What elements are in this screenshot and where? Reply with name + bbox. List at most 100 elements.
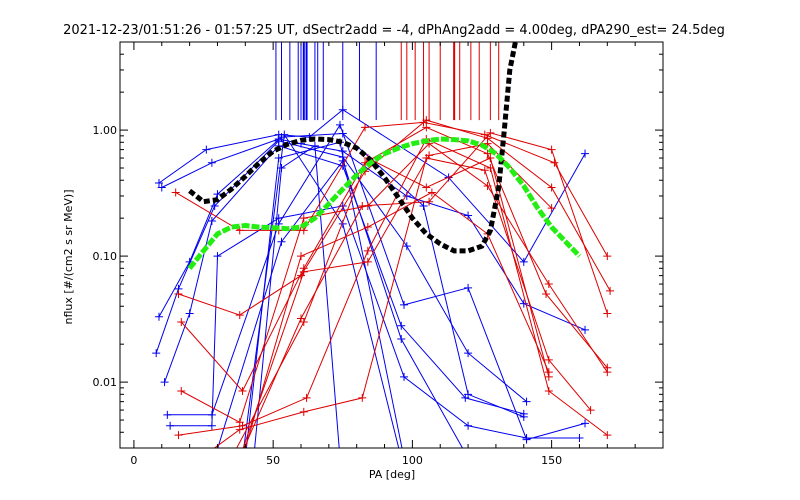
y-tick-label: 0.10 [93, 250, 118, 263]
series-line-blue [254, 144, 340, 448]
data-point-red [236, 454, 244, 462]
data-point-red [544, 355, 553, 364]
data-point-blue [464, 349, 473, 358]
series-line-blue [217, 159, 464, 448]
data-point-red [227, 454, 235, 462]
data-point-blue [419, 201, 428, 210]
data-point-red [174, 290, 183, 299]
data-point-blue [241, 454, 249, 462]
data-point-blue [519, 257, 528, 266]
x-axis-label: PA [deg] [369, 468, 415, 481]
series-line-blue [243, 133, 400, 448]
data-point-blue [154, 179, 163, 188]
data-point-blue [400, 300, 409, 309]
series-line-red [243, 132, 608, 448]
data-point-blue [575, 434, 584, 443]
data-point-blue [519, 299, 528, 308]
data-point-red [358, 201, 367, 210]
data-point-red [239, 454, 247, 462]
data-point-red [422, 116, 431, 125]
data-point-red [422, 123, 431, 132]
data-point-blue [211, 454, 219, 462]
data-point-blue [157, 183, 166, 192]
series-line-red [242, 143, 552, 448]
data-point-red [235, 425, 244, 434]
data-point-red [603, 252, 612, 261]
data-point-blue [464, 421, 473, 430]
data-point-red [363, 223, 372, 232]
data-point-blue [338, 105, 347, 114]
data-point-blue [464, 211, 473, 220]
data-point-red [422, 183, 431, 192]
data-point-red [606, 286, 615, 295]
data-point-blue [250, 454, 258, 462]
data-point-blue [152, 349, 161, 358]
series-line-red [236, 157, 550, 448]
data-point-blue [336, 454, 344, 462]
data-point-blue [207, 421, 216, 430]
data-point-blue [400, 372, 409, 381]
data-point-red [550, 158, 559, 167]
data-point-blue [397, 334, 406, 343]
data-point-red [603, 431, 612, 440]
x-tick-label: 100 [402, 454, 423, 467]
data-point-blue [274, 214, 283, 223]
data-point-blue [166, 421, 175, 430]
series-line-blue [155, 140, 527, 402]
data-point-blue [522, 397, 531, 406]
data-point-red [544, 372, 553, 381]
plot-frame [119, 41, 664, 449]
data-point-red [361, 123, 370, 132]
series-line-blue [164, 145, 524, 415]
data-point-red [547, 183, 556, 192]
data-point-blue [163, 410, 172, 419]
series-line-blue [158, 132, 524, 418]
data-point-red [544, 387, 553, 396]
data-point-red [425, 151, 434, 160]
y-tick-label: 1.00 [93, 124, 118, 137]
data-point-blue [274, 154, 283, 163]
series-line-red [178, 119, 611, 316]
data-point-red [603, 309, 612, 318]
data-point-blue [581, 419, 590, 428]
data-point-red [544, 280, 553, 289]
data-point-red [177, 387, 186, 396]
data-point-red [586, 406, 595, 415]
data-point-blue [464, 454, 472, 462]
data-point-red [299, 407, 308, 416]
data-point-blue [397, 321, 406, 330]
data-point-red [486, 128, 495, 137]
data-point-blue [310, 141, 319, 150]
data-point-blue [581, 325, 590, 334]
data-point-blue [402, 242, 411, 251]
data-point-red [480, 166, 489, 175]
data-point-blue [185, 309, 194, 318]
x-tick-label: 50 [266, 454, 280, 467]
data-point-red [427, 188, 436, 197]
data-point-blue [213, 252, 222, 261]
data-point-blue [207, 216, 216, 225]
data-point-red [363, 257, 372, 266]
series-line-red [181, 143, 608, 424]
data-point-red [486, 154, 495, 163]
data-point-blue [280, 130, 289, 139]
data-point-red [299, 214, 308, 223]
data-point-red [302, 393, 311, 402]
data-point-red [483, 149, 492, 158]
chart-title: 2021-12-23/01:51:26 - 01:57:25 UT, dSect… [63, 23, 725, 38]
fit-curve-green [187, 136, 582, 270]
data-point-blue [210, 201, 219, 210]
data-point-blue [202, 145, 211, 154]
y-tick-label: 0.01 [93, 376, 118, 389]
data-point-blue [239, 454, 247, 462]
plot-data [152, 42, 615, 462]
data-point-red [235, 311, 244, 320]
series-line-red [180, 126, 608, 392]
data-point-red [603, 368, 612, 377]
data-point-blue [519, 409, 528, 418]
data-point-blue [277, 164, 286, 173]
data-point-red [174, 431, 183, 440]
data-point-red [363, 246, 372, 255]
data-point-red [542, 290, 551, 299]
